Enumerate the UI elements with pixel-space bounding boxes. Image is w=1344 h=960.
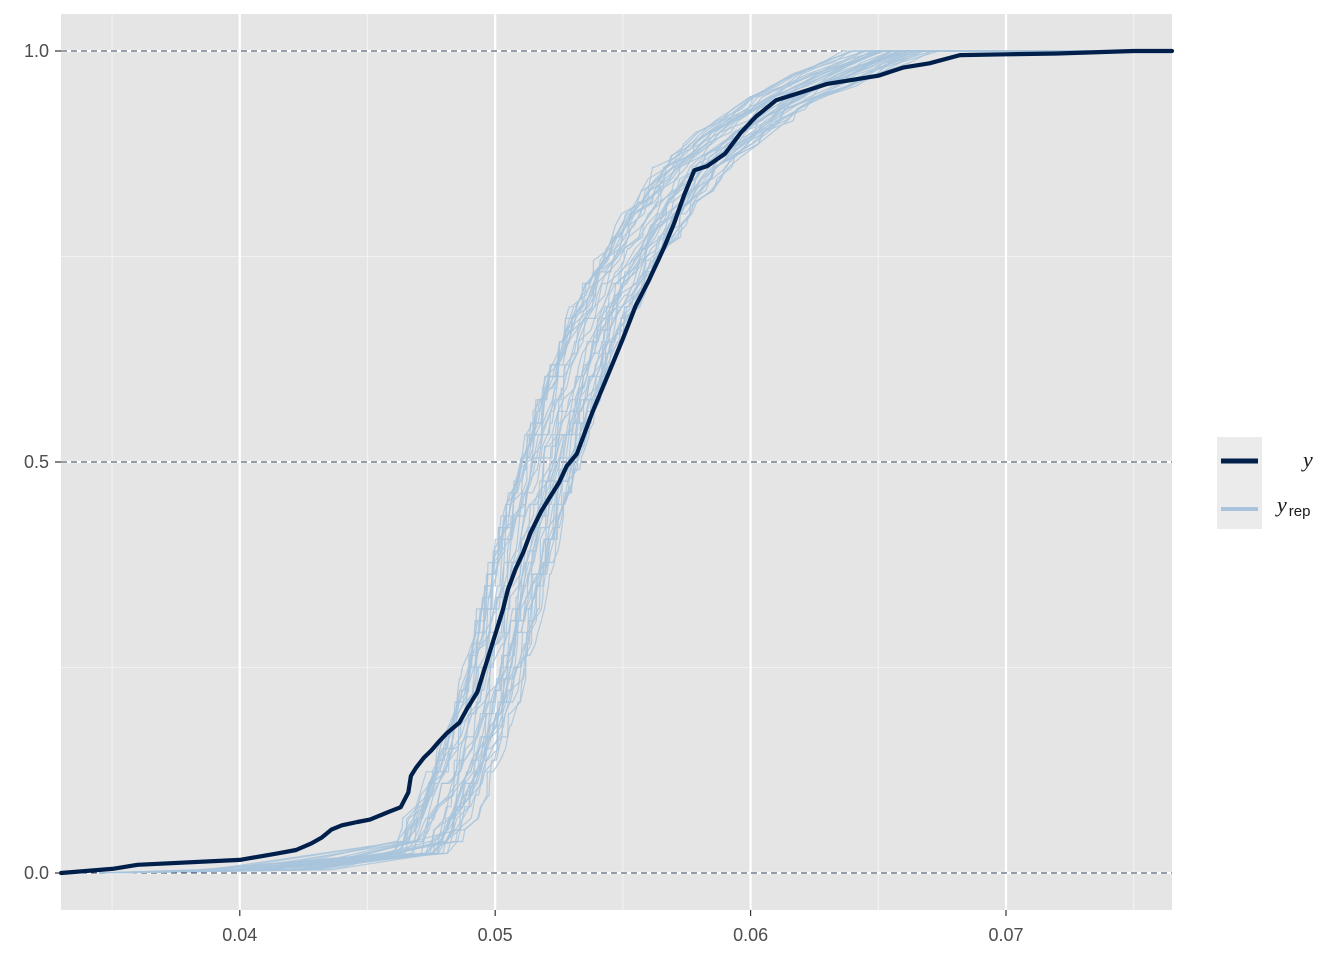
y-line-0 bbox=[58, 48, 1175, 876]
x-tick-label-3: 0.07 bbox=[988, 925, 1023, 945]
legend-key-background bbox=[1217, 437, 1262, 529]
yrep-line-39 bbox=[99, 50, 1172, 874]
yrep-line-35 bbox=[99, 50, 1172, 874]
yrep-line-37 bbox=[99, 50, 1172, 874]
y-series bbox=[58, 48, 1175, 876]
legend-label-yrep-subscript: rep bbox=[1289, 503, 1311, 520]
legend-label-y: y bbox=[1301, 447, 1313, 472]
legend-label-yrep: y rep bbox=[1275, 492, 1310, 520]
yrep-line-20 bbox=[99, 50, 1172, 874]
yrep-line-14 bbox=[99, 50, 1172, 874]
y-tick-label-2: 1.0 bbox=[24, 41, 49, 61]
legend: y y rep bbox=[1217, 437, 1313, 529]
y-tick-label-1: 0.5 bbox=[24, 452, 49, 472]
x-tick-label-2: 0.06 bbox=[733, 925, 768, 945]
x-tick-label-1: 0.05 bbox=[478, 925, 513, 945]
yrep-line-36 bbox=[99, 50, 1172, 874]
x-tick-label-0: 0.04 bbox=[222, 925, 257, 945]
y-tick-label-0: 0.0 bbox=[24, 863, 49, 883]
yrep-line-38 bbox=[99, 50, 1172, 874]
yrep-line-25 bbox=[99, 50, 1172, 874]
legend-label-yrep-main: y bbox=[1275, 492, 1287, 517]
axes: 0.04 0.05 0.06 0.07 0.0 0.5 1.0 bbox=[24, 41, 1024, 945]
